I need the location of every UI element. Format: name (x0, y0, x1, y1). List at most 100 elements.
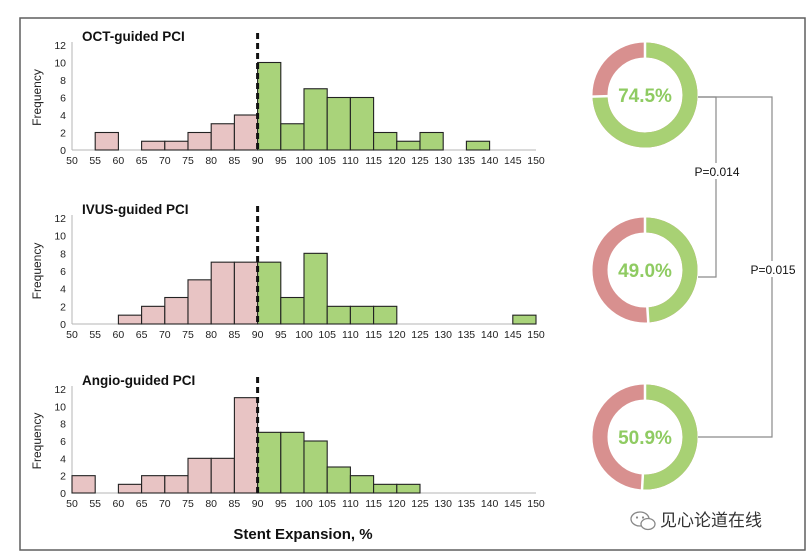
x-tick-label: 70 (159, 155, 171, 167)
panel-title: IVUS-guided PCI (82, 202, 189, 217)
x-tick-label: 55 (89, 498, 101, 510)
y-tick-label: 6 (60, 93, 66, 105)
x-tick-label: 100 (295, 329, 313, 341)
p-value-oct-vs-ivus: P=0.014 (694, 165, 739, 179)
x-tick-label: 135 (458, 155, 476, 167)
y-tick-label: 4 (60, 284, 66, 296)
x-tick-label: 115 (365, 498, 382, 510)
y-tick-label: 12 (54, 384, 66, 396)
histogram-bar (303, 252, 328, 325)
x-tick-label: 85 (229, 498, 241, 510)
x-tick-label: 50 (66, 329, 78, 341)
x-tick-label: 60 (113, 498, 125, 510)
y-tick-label: 4 (60, 453, 66, 465)
watermark-text: 见心论道在线 (660, 511, 762, 530)
donut-oct: 74.5% (591, 41, 698, 148)
x-tick-label: 135 (458, 329, 476, 341)
histogram-bar (349, 475, 375, 494)
y-tick-label: 12 (54, 40, 66, 52)
histogram-bar (164, 140, 189, 151)
x-tick-label: 105 (318, 329, 336, 341)
p-value-oct-vs-angio: P=0.015 (750, 263, 795, 277)
x-tick-label: 150 (527, 155, 545, 167)
histogram-bar (233, 261, 259, 325)
y-axis-title: Frequency (30, 413, 44, 470)
x-tick-label: 130 (434, 498, 452, 510)
panel-title: Angio-guided PCI (82, 373, 195, 388)
y-tick-label: 0 (60, 488, 66, 500)
donut-angio: 50.9% (592, 383, 698, 491)
histogram-oct: 0 2 4 6 8 10 12 50 55 60 65 70 75 80 85 90 95 100 105 110 11… (30, 29, 545, 167)
x-tick-label: 100 (295, 155, 313, 167)
x-tick-label: 110 (342, 498, 359, 510)
x-tick-label: 90 (252, 155, 264, 167)
histogram-bar (233, 397, 259, 494)
histogram-bar (326, 466, 351, 494)
histogram-bar (164, 296, 189, 325)
x-tick-label: 65 (136, 498, 148, 510)
histogram-bar (257, 61, 282, 151)
x-tick-label: 150 (527, 498, 545, 510)
histogram-ivus: 0 2 4 6 8 10 12 50 55 60 65 70 75 80 85 90 95 100 105 110 11… (30, 202, 545, 341)
histogram-bar (210, 123, 235, 151)
x-tick-label: 145 (504, 155, 522, 167)
x-tick-label: 130 (434, 329, 452, 341)
donut-separator (646, 306, 650, 324)
x-tick-label: 85 (229, 155, 241, 167)
x-tick-label: 115 (365, 155, 382, 167)
x-tick-label: 80 (205, 498, 217, 510)
y-tick-label: 0 (60, 145, 66, 157)
donut-separator (640, 473, 645, 491)
x-tick-label: 60 (113, 329, 125, 341)
histogram-bar (233, 114, 259, 151)
histogram-bar (396, 140, 421, 151)
x-tick-label: 55 (89, 155, 101, 167)
histogram-bar (187, 131, 212, 151)
x-tick-label: 120 (388, 155, 406, 167)
histogram-bar (141, 305, 166, 325)
x-tick-label: 50 (66, 155, 78, 167)
histogram-bar (257, 431, 282, 494)
histogram-bar (210, 457, 235, 494)
x-tick-label: 125 (411, 498, 429, 510)
histogram-bar (512, 314, 537, 325)
y-tick-label: 10 (54, 231, 66, 243)
y-tick-label: 8 (60, 248, 66, 260)
x-tick-label: 110 (342, 155, 359, 167)
x-tick-label: 125 (411, 155, 429, 167)
y-tick-label: 6 (60, 436, 66, 448)
y-tick-label: 2 (60, 471, 66, 483)
histogram-bar (349, 96, 375, 151)
x-tick-label: 60 (113, 155, 125, 167)
y-tick-label: 6 (60, 266, 66, 278)
histogram-bar (117, 483, 143, 494)
histogram-bar (280, 296, 305, 325)
x-tick-label: 65 (136, 329, 148, 341)
x-tick-label: 145 (504, 498, 522, 510)
x-tick-label: 100 (295, 498, 313, 510)
comparison-brackets: P=0.014 P=0.015 (690, 96, 800, 438)
y-tick-label: 4 (60, 110, 66, 122)
x-tick-label: 125 (411, 329, 429, 341)
x-tick-label: 120 (388, 329, 406, 341)
donut-ivus: 49.0% (592, 216, 698, 324)
histogram-bar (141, 140, 166, 151)
y-axis-title: Frequency (30, 69, 44, 126)
x-tick-label: 110 (342, 329, 359, 341)
x-tick-label: 75 (182, 498, 194, 510)
x-tick-label: 90 (252, 498, 264, 510)
x-tick-label: 140 (481, 329, 499, 341)
x-tick-label: 115 (365, 329, 382, 341)
x-tick-label: 65 (136, 155, 148, 167)
histogram-bar (117, 314, 143, 325)
x-tick-label: 130 (434, 155, 452, 167)
x-tick-label: 95 (275, 498, 287, 510)
donut-percent-label: 74.5% (618, 86, 672, 107)
histogram-bar (164, 475, 189, 494)
histogram-bar (326, 305, 351, 325)
donut-separator (591, 94, 609, 98)
histogram-bar (280, 431, 305, 494)
x-tick-label: 140 (481, 498, 499, 510)
p-label-bg (690, 163, 744, 179)
y-tick-label: 2 (60, 301, 66, 313)
